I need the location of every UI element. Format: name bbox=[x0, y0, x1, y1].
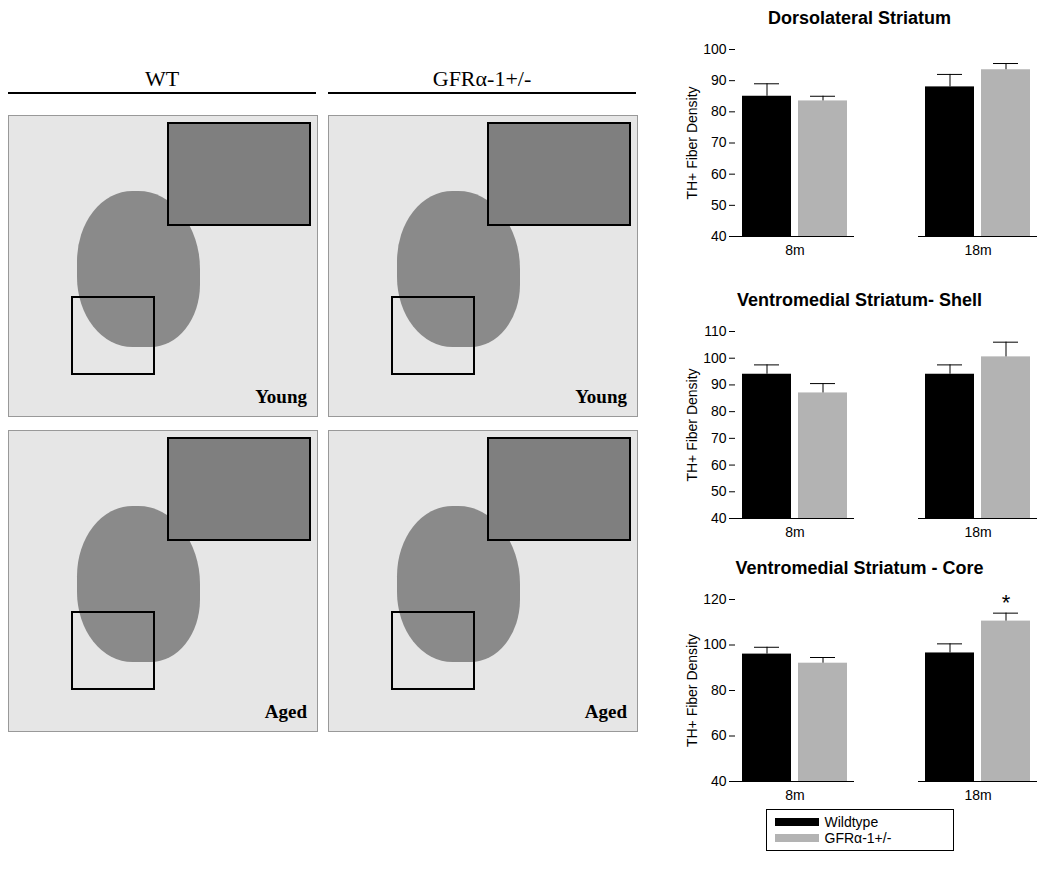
svg-text:90: 90 bbox=[711, 376, 727, 392]
svg-text:110: 110 bbox=[704, 323, 727, 339]
html-text:WT: WT bbox=[144, 66, 180, 91]
html-text:GFRα-1+/-: GFRα-1+/- bbox=[824, 830, 892, 846]
svg-text:60: 60 bbox=[711, 166, 727, 182]
svg-text:18m: 18m bbox=[964, 524, 991, 540]
svg-text:100: 100 bbox=[703, 350, 727, 366]
svg-text:100: 100 bbox=[703, 636, 727, 652]
svg-text:80: 80 bbox=[711, 682, 727, 698]
svg-text:*: * bbox=[1002, 590, 1011, 615]
svg-text:8m: 8m bbox=[785, 787, 804, 803]
svg-text:8m: 8m bbox=[785, 242, 804, 258]
html-text:Young: Young bbox=[575, 386, 627, 407]
svg-text:120: 120 bbox=[703, 591, 727, 607]
html-text:Aged: Aged bbox=[584, 701, 627, 722]
html-text:Ventromedial Striatum- Shell: Ventromedial Striatum- Shell bbox=[737, 290, 982, 310]
svg-text:80: 80 bbox=[711, 103, 727, 119]
html-text:Wildtype: Wildtype bbox=[824, 814, 879, 830]
svg-text:TH+ Fiber Density: TH+ Fiber Density bbox=[684, 86, 700, 199]
svg-text:60: 60 bbox=[711, 727, 727, 743]
svg-text:80: 80 bbox=[711, 403, 727, 419]
html-text:Aged: Aged bbox=[264, 701, 307, 722]
svg-text:40: 40 bbox=[711, 773, 727, 789]
html-text:Ventromedial Striatum - Core: Ventromedial Striatum - Core bbox=[735, 558, 984, 578]
svg-text:40: 40 bbox=[711, 510, 727, 526]
svg-text:70: 70 bbox=[711, 134, 727, 150]
svg-text:18m: 18m bbox=[964, 787, 991, 803]
html-text:Young: Young bbox=[255, 386, 307, 407]
svg-text:70: 70 bbox=[711, 430, 727, 446]
svg-text:TH+ Fiber Density: TH+ Fiber Density bbox=[684, 368, 700, 481]
svg-text:40: 40 bbox=[711, 228, 727, 244]
svg-text:50: 50 bbox=[711, 197, 727, 213]
svg-text:60: 60 bbox=[711, 457, 727, 473]
html-text:Dorsolateral Striatum: Dorsolateral Striatum bbox=[768, 8, 951, 28]
svg-text:TH+ Fiber Density: TH+ Fiber Density bbox=[684, 634, 700, 747]
html-text:GFRα-1+/-: GFRα-1+/- bbox=[432, 66, 532, 91]
svg-text:18m: 18m bbox=[964, 242, 991, 258]
svg-text:8m: 8m bbox=[785, 524, 804, 540]
svg-text:50: 50 bbox=[711, 483, 727, 499]
svg-text:90: 90 bbox=[711, 72, 727, 88]
svg-text:100: 100 bbox=[703, 41, 727, 57]
